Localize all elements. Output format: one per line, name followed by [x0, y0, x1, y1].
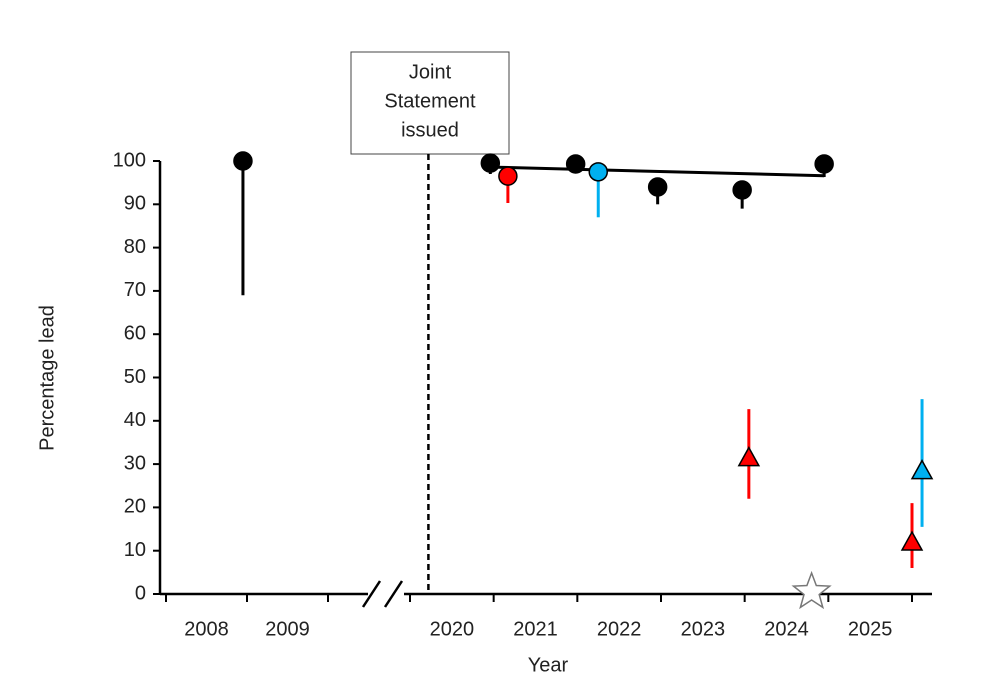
x-tick-label: 2025: [848, 618, 893, 640]
point: [233, 151, 253, 171]
y-tick-label: 60: [124, 322, 146, 344]
x-tick-label: 2008: [184, 618, 229, 640]
y-tick-label: 40: [124, 409, 146, 431]
x-tick-label: 2022: [597, 618, 642, 640]
point: [732, 180, 752, 200]
y-tick-label: 50: [124, 366, 146, 388]
y-tick-label: 100: [113, 149, 146, 171]
point: [647, 177, 668, 197]
point: [498, 166, 518, 186]
x-tick-label: 2024: [764, 618, 809, 640]
y-tick-label: 90: [124, 193, 146, 215]
point: [737, 446, 761, 467]
point: [791, 570, 832, 610]
annotation-text: issued: [401, 119, 459, 141]
y-tick-label: 30: [124, 452, 146, 474]
trend-line: [490, 165, 825, 178]
y-tick-label: 10: [124, 539, 146, 561]
y-tick-label: 70: [124, 279, 146, 301]
point: [565, 154, 586, 174]
x-tick-label: 2021: [513, 618, 558, 640]
point: [900, 530, 924, 551]
point: [910, 459, 934, 480]
y-tick-label: 80: [124, 236, 146, 258]
point: [814, 154, 834, 174]
x-tick-label: 2023: [681, 618, 726, 640]
x-tick-label: 2020: [430, 618, 475, 640]
axis-break: [383, 580, 404, 608]
y-tick-label: 0: [135, 582, 146, 604]
annotation-box: [350, 51, 510, 155]
y-axis-label: Percentage lead: [36, 305, 58, 451]
point: [588, 162, 608, 182]
annotation-text: Statement: [384, 90, 476, 112]
x-tick-label: 2009: [265, 618, 310, 640]
x-axis-label: Year: [528, 654, 569, 676]
y-tick-label: 20: [124, 496, 146, 518]
annotation-text: Joint: [409, 61, 452, 83]
point: [480, 153, 501, 173]
axis-break: [361, 580, 382, 608]
